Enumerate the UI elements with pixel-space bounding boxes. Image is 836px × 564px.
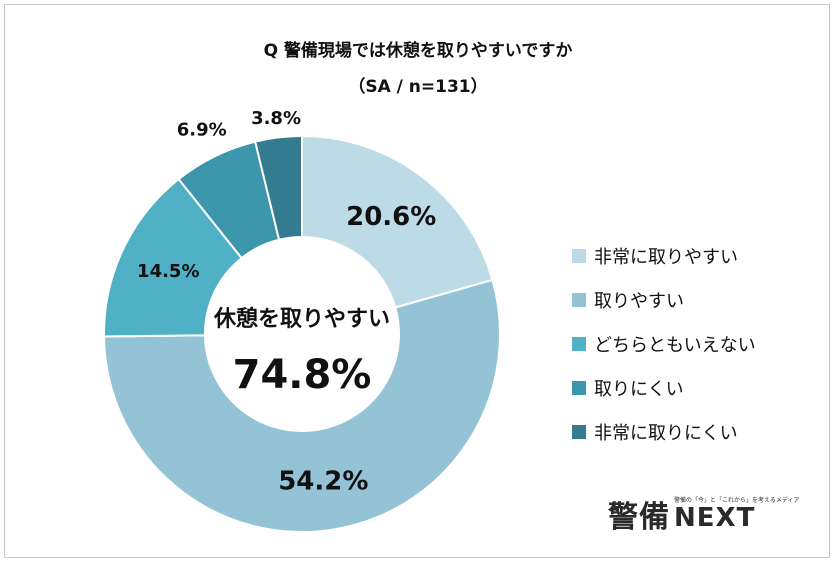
legend-item-2: 取りやすい xyxy=(572,278,756,322)
slice-1 xyxy=(301,134,494,309)
chart-frame xyxy=(4,4,830,558)
legend-swatch xyxy=(572,249,586,263)
legend-swatch xyxy=(572,381,586,395)
logo-tagline: 警備の「今」と「これから」を考えるメディア xyxy=(674,497,800,504)
center-label: 休憩を取りやすい xyxy=(213,306,390,332)
legend-item-4: 取りにくい xyxy=(572,366,756,410)
center-value: 74.8% xyxy=(233,352,372,398)
data-label-2: 54.2% xyxy=(278,467,368,497)
data-label-3: 14.5% xyxy=(137,261,199,282)
legend-item-3: どちらともいえない xyxy=(572,322,756,366)
legend-label: どちらともいえない xyxy=(594,335,756,356)
legend-item-1: 非常に取りやすい xyxy=(572,234,756,278)
slice-2 xyxy=(103,278,501,533)
data-label-5: 3.8% xyxy=(251,108,301,129)
chart-subtitle: （SA / n=131） xyxy=(348,77,488,97)
legend-label: 取りにくい xyxy=(594,379,684,400)
legend-swatch xyxy=(572,425,586,439)
slice-5 xyxy=(253,134,303,241)
legend-swatch xyxy=(572,293,586,307)
legend-item-5: 非常に取りにくい xyxy=(572,410,756,454)
slice-3 xyxy=(103,177,243,338)
legend-swatch xyxy=(572,337,586,351)
chart-title: Q 警備現場では休憩を取りやすいですか xyxy=(263,41,573,61)
logo-next: NEXT xyxy=(674,503,756,533)
logo: 警備 警備の「今」と「これから」を考えるメディア NEXT xyxy=(608,492,799,536)
data-label-1: 20.6% xyxy=(346,202,436,232)
data-label-4: 6.9% xyxy=(177,120,227,141)
logo-kanji: 警備 xyxy=(608,500,670,535)
legend: 非常に取りやすい 取りやすいどちらともいえない 取りにくい非常に取りにくい xyxy=(572,234,756,454)
legend-label: 非常に取りにくい xyxy=(594,423,738,444)
legend-label: 取りやすい xyxy=(594,291,684,312)
legend-label: 非常に取りやすい xyxy=(594,247,738,268)
